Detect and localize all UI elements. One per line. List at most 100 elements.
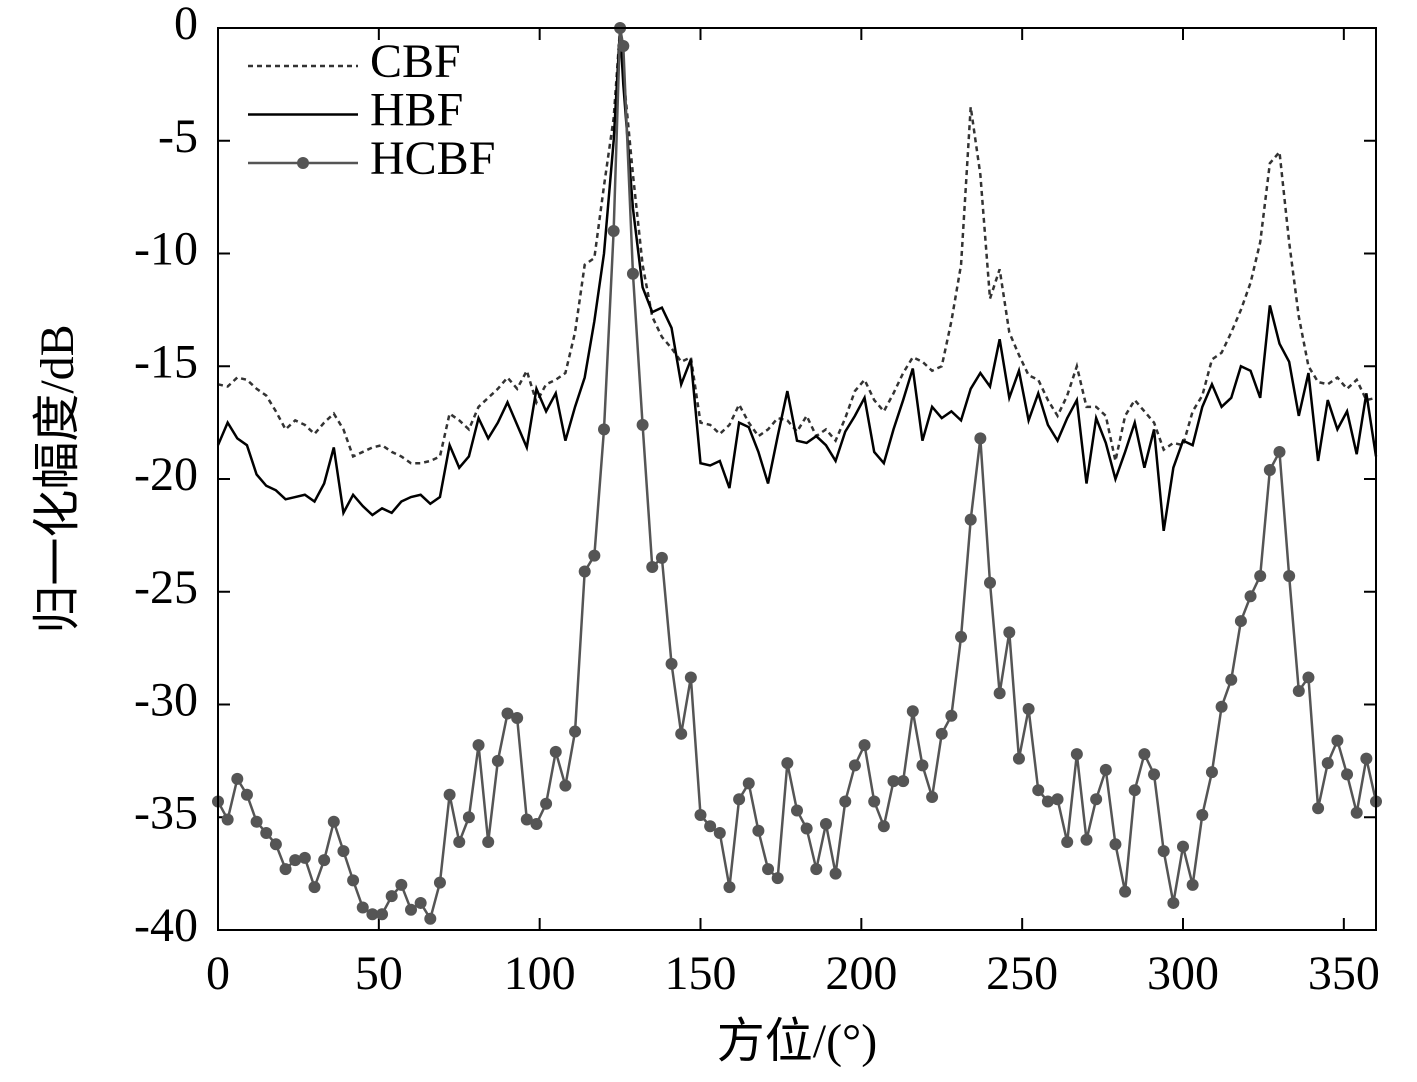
point	[829, 867, 842, 880]
point	[819, 818, 832, 831]
point	[1012, 752, 1025, 765]
point	[240, 788, 253, 801]
point	[984, 576, 996, 589]
point	[1215, 700, 1228, 713]
point	[926, 790, 939, 803]
point	[530, 818, 543, 831]
point	[839, 795, 852, 808]
point	[1022, 703, 1035, 716]
y-tick-label: -20	[134, 448, 198, 501]
point	[598, 423, 610, 436]
point	[1244, 590, 1257, 603]
point	[1292, 684, 1305, 697]
point	[385, 890, 398, 903]
point	[858, 739, 871, 752]
point	[800, 822, 813, 835]
y-tick-label: -10	[134, 223, 198, 276]
point	[1090, 793, 1103, 806]
y-tick-label: -5	[158, 110, 198, 163]
point	[1167, 896, 1180, 909]
point	[1051, 793, 1064, 806]
point	[1360, 752, 1373, 765]
point	[1080, 833, 1093, 846]
point	[221, 813, 234, 826]
point	[433, 876, 446, 889]
point	[781, 757, 794, 770]
point	[810, 863, 823, 876]
point	[897, 775, 910, 788]
point	[887, 775, 900, 788]
point	[414, 896, 427, 909]
y-tick-label: -25	[134, 561, 198, 614]
point	[935, 727, 948, 740]
point	[511, 712, 524, 725]
point	[578, 565, 591, 578]
point	[665, 657, 678, 670]
point	[655, 551, 668, 564]
point	[1119, 885, 1132, 898]
point	[1196, 808, 1209, 821]
point	[327, 815, 340, 828]
point	[964, 513, 977, 526]
point	[308, 881, 321, 894]
point	[974, 432, 987, 445]
point	[298, 851, 311, 864]
point	[607, 224, 620, 237]
point	[231, 772, 244, 785]
point	[704, 820, 717, 833]
point	[1263, 463, 1276, 476]
point	[1061, 836, 1074, 849]
point	[376, 908, 389, 921]
point	[1186, 878, 1199, 891]
point	[617, 40, 630, 53]
point	[955, 630, 968, 643]
y-tick-label: -40	[134, 899, 198, 952]
point	[588, 549, 601, 562]
x-tick-label: 300	[1147, 947, 1219, 1000]
x-tick-label: 250	[986, 947, 1058, 1000]
legend-marker	[297, 157, 309, 169]
point	[1205, 766, 1218, 779]
point	[405, 903, 417, 916]
y-tick-label: -15	[134, 335, 198, 388]
point	[1302, 671, 1315, 684]
point	[868, 795, 881, 808]
point	[1148, 768, 1161, 781]
point	[993, 687, 1006, 700]
point	[424, 912, 437, 925]
point	[1283, 569, 1296, 582]
point	[260, 827, 273, 840]
point	[1321, 757, 1334, 770]
point	[1070, 748, 1083, 761]
point	[569, 725, 582, 738]
point	[366, 908, 379, 921]
point	[540, 797, 553, 810]
point	[945, 709, 958, 722]
y-axis-label: 归一化幅度/dB	[31, 324, 84, 633]
point	[289, 854, 302, 867]
point	[1138, 748, 1151, 761]
point	[733, 793, 746, 806]
point	[877, 820, 890, 833]
point	[906, 705, 919, 718]
point	[762, 863, 775, 876]
x-axis-label: 方位/(°)	[717, 1015, 878, 1068]
point	[501, 707, 514, 720]
point	[1032, 784, 1045, 797]
point	[1003, 626, 1016, 639]
x-tick-label: 150	[665, 947, 737, 1000]
point	[771, 872, 784, 885]
x-tick-label: 100	[504, 947, 576, 1000]
point	[684, 671, 697, 684]
x-tick-label: 200	[825, 947, 897, 1000]
x-tick-label: 0	[206, 947, 230, 1000]
point	[559, 779, 572, 792]
point	[1099, 763, 1112, 776]
point	[337, 845, 350, 858]
point	[443, 788, 456, 801]
point	[626, 267, 639, 280]
y-tick-label: 0	[174, 0, 198, 50]
point	[848, 759, 861, 772]
point	[636, 418, 649, 431]
